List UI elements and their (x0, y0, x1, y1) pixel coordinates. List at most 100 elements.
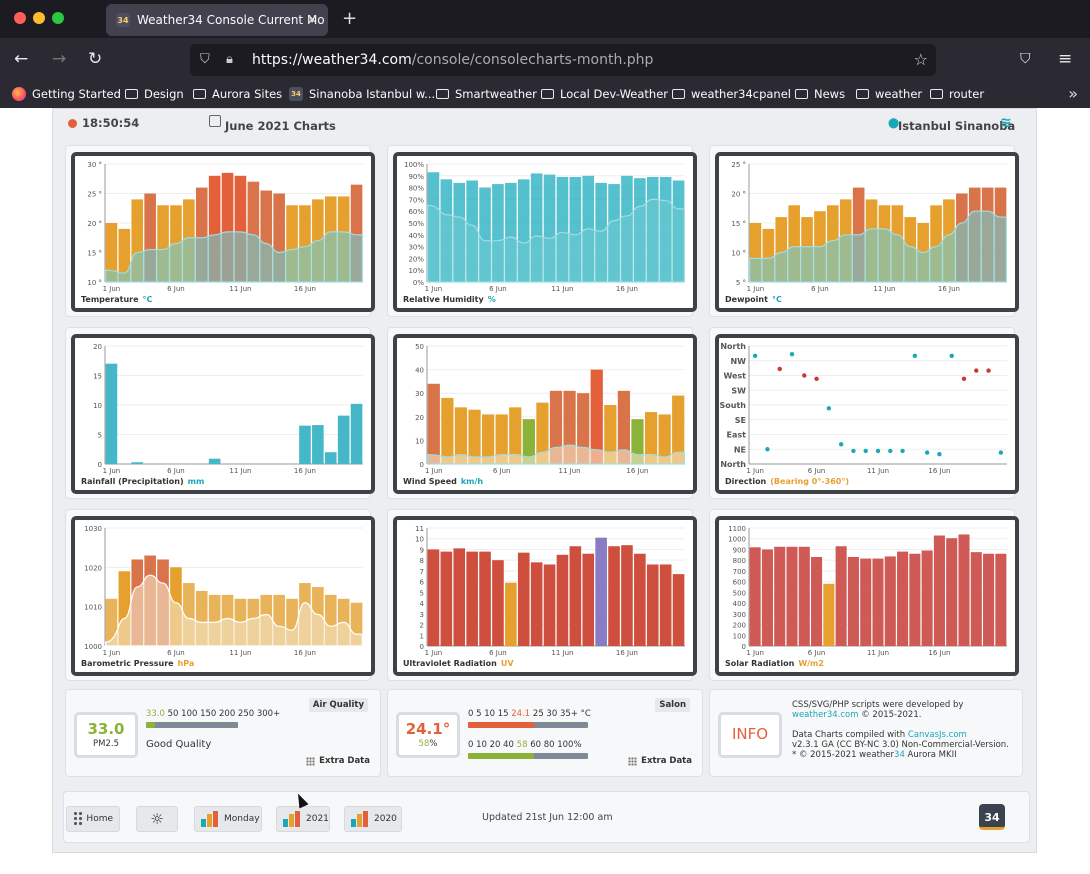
x-tick-label: 6 Jun (493, 467, 511, 475)
bookmark-router[interactable]: router (930, 87, 984, 101)
weather34-logo[interactable]: 34 (979, 804, 1005, 830)
y-tick-label: 15 ° (87, 250, 102, 258)
wind_speed-bar (522, 419, 535, 464)
bookmark-getting-started[interactable]: Getting Started (12, 87, 121, 101)
console-header: 18:50:54 June 2021 Charts ⬤ Istanbul Sin… (63, 113, 1028, 135)
info-box: INFO (718, 712, 782, 758)
home-button[interactable]: Home (66, 806, 120, 832)
bookmark-aurora-sites[interactable]: Aurora Sites (193, 87, 282, 101)
dewpoint-low-area (749, 210, 1007, 283)
uv-bar (659, 564, 672, 646)
direction-point (789, 351, 795, 357)
wifi-icon: ≋ (1000, 115, 1012, 131)
page: 18:50:54 June 2021 Charts ⬤ Istanbul Sin… (0, 108, 1090, 874)
x-tick-label: 11 Jun (229, 285, 251, 293)
temperature-bar (299, 205, 311, 282)
y-tick-label: 90% (408, 173, 424, 181)
y-tick-label: 0 (742, 643, 746, 651)
close-window-button[interactable] (14, 12, 26, 24)
folder-icon (856, 89, 869, 99)
direction-chart: North NE East SE South SW West NW North 1 Jun 6 Ju… (715, 334, 1019, 494)
x-tick-label: 11 Jun (229, 467, 251, 475)
wind_speed-bar (631, 419, 644, 464)
y-tick-label: 20 ° (87, 220, 102, 228)
info-panel: INFO CSS/SVG/PHP scripts were developed … (709, 689, 1023, 777)
uv-bar (556, 554, 569, 646)
solar-bar (811, 556, 823, 646)
chart-unit: % (487, 295, 496, 304)
solar-chart-label: Solar Radiation W/m2 (725, 659, 824, 668)
reload-icon[interactable]: ↻ (88, 49, 103, 69)
bookmark-local-dev[interactable]: Local Dev-Weather (541, 87, 668, 101)
folder-icon (795, 89, 808, 99)
y-tick-label: 0 (420, 461, 424, 469)
year-2021-button[interactable]: 2021 (276, 806, 330, 832)
browser-tab[interactable]: 34 Weather34 Console Current Mo ✕ (106, 4, 328, 36)
url-bar[interactable]: ⛉ 🔒︎ https://weather34.com/console/conso… (190, 44, 936, 76)
x-tick-label: 16 Jun (294, 285, 316, 293)
uv-bar (621, 545, 633, 646)
x-tick-label: 11 Jun (873, 285, 895, 293)
x-tick-label: 1 Jun (103, 285, 121, 293)
direction-point (863, 448, 868, 454)
salon-hum-bar-fill (468, 753, 534, 759)
air-quality-extra-button[interactable]: Extra Data (306, 756, 370, 766)
y-tick-label: 10 (415, 536, 424, 544)
solar-bar (983, 553, 995, 646)
solar-bar (774, 546, 786, 646)
brightness-button[interactable]: ☼ (136, 806, 178, 832)
canvasjs-link[interactable]: CanvasJs.com (907, 730, 967, 740)
year-2020-button[interactable]: 2020 (344, 806, 402, 832)
y-tick-label: East (727, 431, 747, 440)
y-tick-label: West (723, 372, 746, 381)
bookmark-weather[interactable]: weather (856, 87, 922, 101)
direction-point (912, 353, 918, 359)
wind_speed-low-area (427, 444, 685, 465)
shield-icon[interactable]: ⛉ (200, 52, 210, 67)
direction-point (765, 447, 770, 452)
y-tick-label: 15 ° (731, 220, 746, 228)
dewpoint-bar (775, 217, 788, 282)
pressure-panel: 1000 1010 1020 1030 1 Jun 6 Jun 11 Jun 16 Jun Ba… (65, 509, 375, 681)
chevron-right-icon[interactable]: » (1068, 84, 1078, 103)
minimize-window-button[interactable] (33, 12, 45, 24)
bookmark-design[interactable]: Design (125, 87, 184, 101)
solar-bar (958, 534, 970, 646)
tab-close-icon[interactable]: ✕ (307, 12, 318, 28)
y-tick-label: 0 (420, 643, 424, 651)
temperature-bar (105, 223, 118, 282)
weather34-link[interactable]: weather34.com (792, 710, 859, 720)
air-quality-status: Good Quality (146, 739, 212, 750)
rainfall-svg: 0 5 10 15 20 1 Jun 6 Jun 11 Jun 16 Jun (93, 343, 363, 475)
zoom-window-button[interactable] (52, 12, 64, 24)
uv-bar (530, 562, 543, 646)
salon-extra-button[interactable]: Extra Data (628, 756, 692, 766)
y-tick-label: SW (731, 386, 746, 395)
pressure-bar (286, 598, 298, 646)
bookmark-sinanoba[interactable]: 34 Sinanoba Istanbul w... (289, 87, 435, 101)
lock-icon[interactable]: 🔒︎ (226, 52, 233, 67)
pressure-bar (183, 583, 195, 646)
back-icon[interactable]: ← (14, 49, 29, 69)
forward-icon[interactable]: → (52, 49, 67, 69)
solar-bar (835, 546, 847, 646)
direction-point (851, 448, 856, 454)
wind_speed-chart-label: Wind Speed km/h (403, 477, 483, 486)
monday-button[interactable]: Monday (194, 806, 262, 832)
menu-icon[interactable]: ≡ (1058, 49, 1073, 69)
direction-point (888, 448, 893, 454)
bookmark-star-icon[interactable]: ☆ (913, 50, 928, 69)
bookmark-weather34cpanel[interactable]: weather34cpanel (672, 87, 791, 101)
wind_speed-panel: 0 10 20 30 40 50 1 Jun 6 Jun 11 Jun 16 Jun Wind Sp… (387, 327, 697, 499)
bookmark-smartweather[interactable]: Smartweather (436, 87, 537, 101)
pressure-bar (195, 590, 208, 646)
chart-unit: mm (187, 477, 205, 486)
y-tick-label: 30% (408, 244, 424, 252)
new-tab-icon[interactable]: + (342, 8, 358, 29)
wind_speed-bar (509, 407, 522, 464)
weather34-icon: 34 (289, 87, 303, 101)
pressure-bar (350, 602, 363, 646)
bookmark-news[interactable]: News (795, 87, 845, 101)
tab-bar: 34 Weather34 Console Current Mo ✕ + (0, 0, 1090, 38)
pocket-icon[interactable]: ⛉ (1020, 51, 1031, 67)
